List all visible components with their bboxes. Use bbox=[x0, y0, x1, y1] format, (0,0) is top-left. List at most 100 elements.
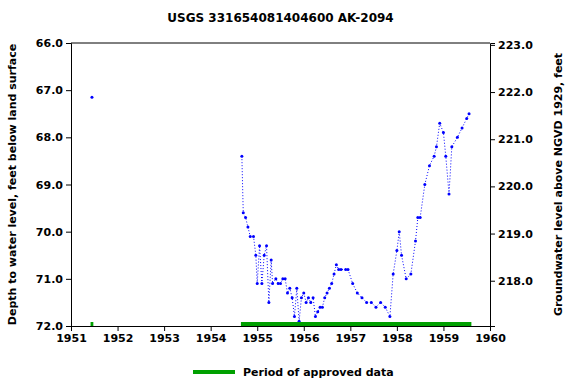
data-point bbox=[419, 216, 422, 219]
tick: 218.0 bbox=[490, 275, 533, 288]
tick-mark bbox=[66, 326, 71, 327]
data-point bbox=[284, 277, 287, 280]
y2-axis: 223.0222.0221.0220.0219.0218.0 bbox=[490, 39, 533, 327]
data-point bbox=[409, 273, 412, 276]
data-point bbox=[288, 287, 291, 290]
tick-mark bbox=[350, 326, 351, 331]
data-point bbox=[388, 315, 391, 318]
data-point bbox=[456, 136, 459, 139]
data-point bbox=[305, 301, 308, 304]
tick-label: 1951 bbox=[56, 332, 87, 345]
tick: 1957 bbox=[336, 326, 367, 345]
tick: 1953 bbox=[149, 326, 180, 345]
tick-mark bbox=[397, 326, 398, 331]
tick-mark bbox=[66, 137, 71, 138]
tick-label: 66.0 bbox=[36, 37, 63, 50]
tick: 67.0 bbox=[36, 84, 71, 97]
data-point bbox=[335, 263, 338, 266]
data-point bbox=[351, 282, 354, 285]
data-point bbox=[433, 155, 436, 158]
data-point bbox=[274, 277, 277, 280]
axis-line bbox=[72, 327, 491, 332]
data-point bbox=[414, 240, 417, 243]
data-point bbox=[302, 291, 305, 294]
tick-mark bbox=[66, 232, 71, 233]
tick: 69.0 bbox=[36, 179, 71, 192]
tick-label: 67.0 bbox=[36, 84, 63, 97]
tick: 72.0 bbox=[36, 320, 71, 333]
data-point bbox=[312, 296, 315, 299]
tick-label: 1957 bbox=[336, 332, 367, 345]
data-point bbox=[286, 291, 289, 294]
data-point bbox=[279, 282, 282, 285]
tick-mark bbox=[118, 326, 119, 331]
data-point bbox=[465, 117, 468, 120]
tick-label: 223.0 bbox=[498, 39, 533, 52]
data-point bbox=[323, 296, 326, 299]
x-axis: 1951 1952 1953 1954 1955 1956 1957 1958 1959 1960 bbox=[56, 326, 506, 345]
data-point bbox=[392, 273, 395, 276]
data-point bbox=[252, 235, 255, 238]
data-point bbox=[365, 301, 368, 304]
data-point bbox=[267, 301, 270, 304]
tick-mark bbox=[66, 185, 71, 186]
tick: 223.0 bbox=[490, 39, 533, 52]
data-point bbox=[256, 282, 259, 285]
tick-label: 68.0 bbox=[36, 131, 63, 144]
tick-label: 1954 bbox=[196, 332, 227, 345]
tick-label: 1953 bbox=[149, 332, 180, 345]
tick-label: 72.0 bbox=[36, 320, 63, 333]
tick-label: 1955 bbox=[242, 332, 273, 345]
data-point bbox=[398, 230, 401, 233]
data-point bbox=[356, 291, 359, 294]
data-point bbox=[291, 296, 294, 299]
tick-label: 1952 bbox=[103, 332, 134, 345]
tick-label: 69.0 bbox=[36, 179, 63, 192]
tick: 1956 bbox=[289, 326, 320, 345]
axis-line bbox=[491, 44, 496, 327]
frame bbox=[71, 43, 490, 44]
data-point bbox=[300, 296, 303, 299]
tick: 219.0 bbox=[490, 228, 533, 241]
tick: 1958 bbox=[382, 326, 413, 345]
data-point bbox=[295, 287, 298, 290]
approved-period bbox=[241, 322, 471, 326]
data-point bbox=[442, 131, 445, 134]
tick-label: 1956 bbox=[289, 332, 320, 345]
data-point bbox=[374, 306, 377, 309]
tick: 221.0 bbox=[490, 133, 533, 146]
data-point bbox=[314, 315, 317, 318]
tick-mark bbox=[490, 234, 495, 235]
tick: 1955 bbox=[242, 326, 273, 345]
data-point bbox=[395, 249, 398, 252]
data-point bbox=[265, 244, 268, 247]
tick: 1960 bbox=[475, 326, 506, 345]
tick: 66.0 bbox=[36, 37, 71, 50]
tick-label: 1960 bbox=[475, 332, 506, 345]
tick-label: 220.0 bbox=[498, 180, 533, 193]
title: USGS 331654081404600 AK-2094 bbox=[167, 11, 393, 25]
tick-mark bbox=[257, 326, 258, 331]
data-line bbox=[92, 97, 469, 321]
tick-label: 221.0 bbox=[498, 133, 533, 146]
tick-label: 218.0 bbox=[498, 275, 533, 288]
tick-mark bbox=[66, 43, 71, 44]
tick: 71.0 bbox=[36, 273, 71, 286]
data-point bbox=[379, 301, 382, 304]
legend-swatch bbox=[193, 370, 235, 374]
y-axis: 66.067.068.069.070.071.072.0 bbox=[36, 37, 72, 333]
tick: 1959 bbox=[429, 326, 460, 345]
data-point bbox=[244, 216, 247, 219]
tick-label: 71.0 bbox=[36, 273, 63, 286]
data-point bbox=[370, 301, 373, 304]
tick-mark bbox=[66, 90, 71, 91]
tick-mark bbox=[304, 326, 305, 331]
data-point bbox=[340, 268, 343, 271]
data-point bbox=[242, 211, 245, 214]
data-point bbox=[468, 112, 471, 115]
data-point bbox=[428, 164, 431, 167]
tick-label: 1959 bbox=[429, 332, 460, 345]
data-point bbox=[321, 306, 324, 309]
legend-label: Period of approved data bbox=[243, 366, 394, 379]
tick-mark bbox=[490, 186, 495, 187]
